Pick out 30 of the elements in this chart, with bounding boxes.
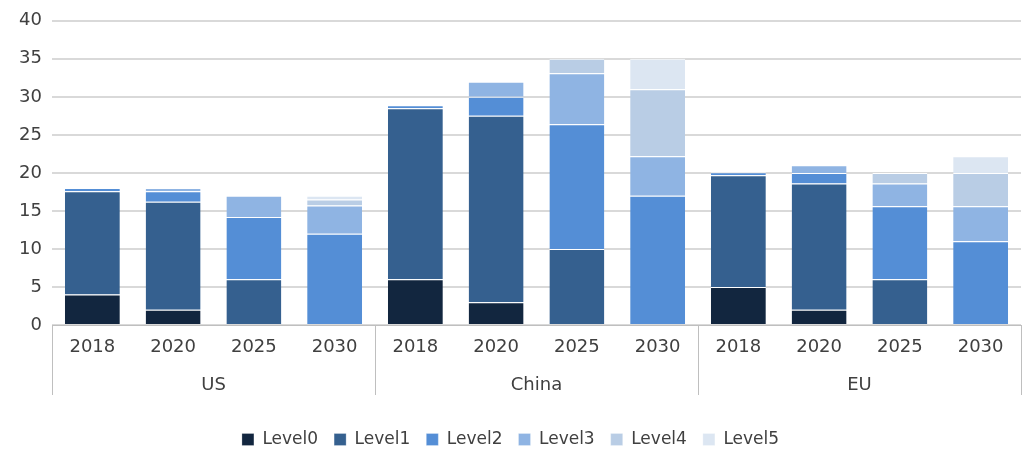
x-tick-label: 2030	[957, 335, 1004, 357]
x-tick-label: 2018	[392, 335, 439, 357]
x-tick-label: 2018	[715, 335, 762, 357]
text: US	[201, 372, 226, 394]
x-tick-label: 2018	[69, 335, 116, 357]
x-tick-label: 2025	[553, 335, 600, 357]
y-tick-label: 40	[19, 8, 42, 30]
legend-label: Level4	[631, 427, 687, 448]
legend-label: Level3	[539, 427, 595, 448]
x-tick-label: 2020	[150, 335, 197, 357]
y-tick-label: 30	[19, 84, 42, 106]
x-tick-label: 2020	[473, 335, 520, 357]
y-tick-label: 10	[19, 236, 42, 258]
x-tick-label: 2025	[876, 335, 923, 357]
text: China	[510, 372, 563, 394]
y-tick-label: 35	[19, 46, 42, 68]
y-tick-label: 15	[19, 198, 42, 220]
y-tick-label: 25	[19, 122, 42, 144]
legend-label: Level0	[262, 427, 319, 448]
legend-label: Level2	[446, 427, 503, 448]
legend-label: Level1	[354, 427, 411, 448]
x-tick-label: 2020	[796, 335, 843, 357]
text: EU	[847, 372, 872, 394]
x-tick-label: 2030	[311, 335, 358, 357]
y-tick-label: 20	[19, 160, 42, 182]
y-tick-label: 0	[30, 312, 42, 334]
x-tick-label: 2025	[230, 335, 277, 357]
legend-label: Level5	[723, 427, 780, 448]
y-tick-label: 5	[30, 274, 42, 296]
x-tick-label: 2030	[634, 335, 681, 357]
